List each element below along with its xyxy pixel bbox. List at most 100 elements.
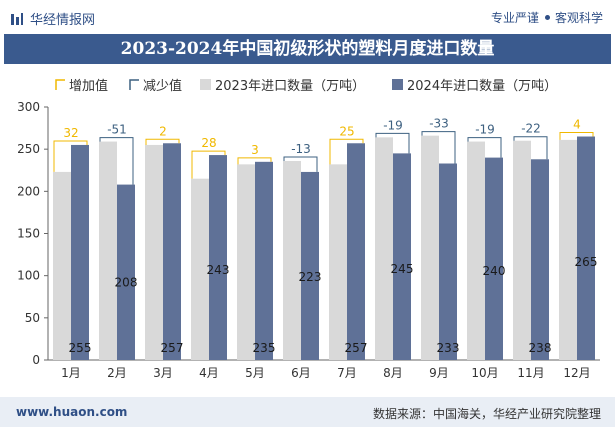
bar-2023 [559, 139, 577, 360]
change-bracket [53, 140, 88, 172]
change-label: 4 [573, 118, 581, 132]
bar-2023 [467, 141, 485, 360]
change-bracket [99, 137, 134, 185]
bar-2023 [53, 171, 71, 360]
change-bracket [559, 132, 594, 140]
bar-2024 [255, 161, 273, 360]
legend-2023-swatch [200, 79, 211, 90]
header-bar: 华经情报网 专业严谨 客观科学 [0, 0, 615, 34]
legend-increase-label: 增加值 [69, 78, 108, 94]
change-label: -33 [429, 117, 449, 131]
bar-2023 [375, 137, 393, 360]
bar-2024 [485, 157, 503, 360]
slogan-right: 客观科学 [554, 11, 603, 25]
y-tick-label: 250 [17, 142, 40, 156]
x-tick-label: 9月 [429, 366, 449, 380]
change-bracket [375, 132, 410, 154]
y-tick-label: 200 [17, 184, 40, 198]
change-bracket [513, 136, 548, 160]
change-label: 3 [251, 143, 259, 157]
y-tick-label: 100 [17, 269, 40, 283]
y-tick-label: 300 [17, 100, 40, 114]
bar-2023 [421, 135, 439, 360]
bar-2024 [531, 159, 549, 360]
bar-2024-value-label: 257 [345, 341, 368, 355]
change-bracket [467, 137, 502, 158]
change-label: 28 [201, 136, 216, 150]
bar-2024-value-label: 257 [161, 341, 184, 355]
chart-title: 2023-2024年中国初级形状的塑料月度进口数量 [120, 39, 495, 59]
bar-2023 [99, 141, 117, 360]
change-label: -19 [475, 123, 495, 137]
bar-2024-value-label: 235 [253, 341, 276, 355]
change-label: -13 [291, 142, 311, 156]
bar-2023 [283, 160, 301, 360]
x-tick-label: 6月 [291, 366, 311, 380]
brand-name: 华经情报网 [30, 13, 96, 28]
bar-2024 [393, 153, 411, 360]
legend-decrease-label: 减少值 [143, 78, 182, 94]
change-label: 2 [159, 124, 167, 138]
y-tick-label: 150 [17, 227, 40, 241]
change-label: -22 [521, 122, 541, 136]
y-tick-label: 0 [32, 353, 40, 367]
bar-2023 [191, 178, 209, 360]
slogan: 专业严谨 客观科学 [491, 9, 603, 26]
chart-svg: 0 50 100 150 200 250 300 增加值 减少值 2023年进口数量（万吨） 202… [17, 78, 600, 380]
change-bracket [283, 156, 318, 172]
change-label: -51 [107, 123, 127, 137]
x-tick-label: 4月 [199, 366, 219, 380]
bar-chart-logo-icon [11, 13, 23, 25]
footer-bar: www.huaon.com 数据来源：中国海关，华经产业研究院整理 [0, 397, 615, 427]
x-tick-label: 5月 [245, 366, 265, 380]
bar-2024 [209, 155, 227, 360]
y-tick-label: 50 [25, 311, 40, 325]
bar-2024-value-label: 238 [529, 341, 552, 355]
brand: 华经情报网 [10, 9, 95, 28]
x-tick-label: 12月 [563, 366, 590, 380]
change-bracket [191, 150, 226, 179]
change-label: -19 [383, 118, 403, 132]
legend-increase-marker [55, 79, 65, 90]
change-bracket [421, 131, 456, 164]
bar-2024 [163, 143, 181, 360]
legend-2024-label: 2024年进口数量（万吨） [407, 79, 557, 94]
bar-2024 [577, 136, 595, 360]
bar-2023 [145, 144, 163, 360]
bar-2024-value-label: 233 [437, 341, 460, 355]
x-tick-label: 10月 [471, 366, 498, 380]
slogan-left: 专业严谨 [490, 11, 539, 25]
legend-2024-swatch [392, 79, 403, 90]
bar-2023 [513, 140, 531, 360]
footer-site: www.huaon.com [16, 405, 128, 419]
change-bracket [145, 138, 180, 145]
legend-decrease-marker [129, 79, 139, 90]
bar-2024-value-label: 208 [115, 275, 138, 289]
bar-2024 [347, 143, 365, 360]
title-bar: 2023-2024年中国初级形状的塑料月度进口数量 [4, 34, 611, 64]
bar-2023 [237, 164, 255, 360]
change-label: 32 [63, 126, 78, 140]
bar-2024-value-label: 243 [207, 263, 230, 277]
bar-2024 [439, 163, 457, 360]
x-tick-label: 3月 [153, 366, 173, 380]
change-label: 25 [339, 124, 354, 138]
x-tick-label: 1月 [61, 366, 81, 380]
bar-2024 [71, 144, 89, 360]
x-tick-label: 7月 [337, 366, 357, 380]
bar-2024-value-label: 255 [69, 341, 92, 355]
change-bracket [329, 138, 364, 165]
bar-2024-value-label: 245 [391, 262, 414, 276]
bar-2024-value-label: 265 [575, 255, 598, 269]
x-tick-label: 8月 [383, 366, 403, 380]
legend-2023-label: 2023年进口数量（万吨） [215, 79, 365, 94]
bar-2024-value-label: 223 [299, 270, 322, 284]
bar-2024 [301, 171, 319, 360]
bar-2023 [329, 164, 347, 360]
change-bracket [237, 157, 272, 165]
slogan-dot [544, 15, 550, 20]
bar-2024-value-label: 240 [483, 264, 506, 278]
x-tick-label: 2月 [107, 366, 127, 380]
x-tick-label: 11月 [517, 366, 544, 380]
